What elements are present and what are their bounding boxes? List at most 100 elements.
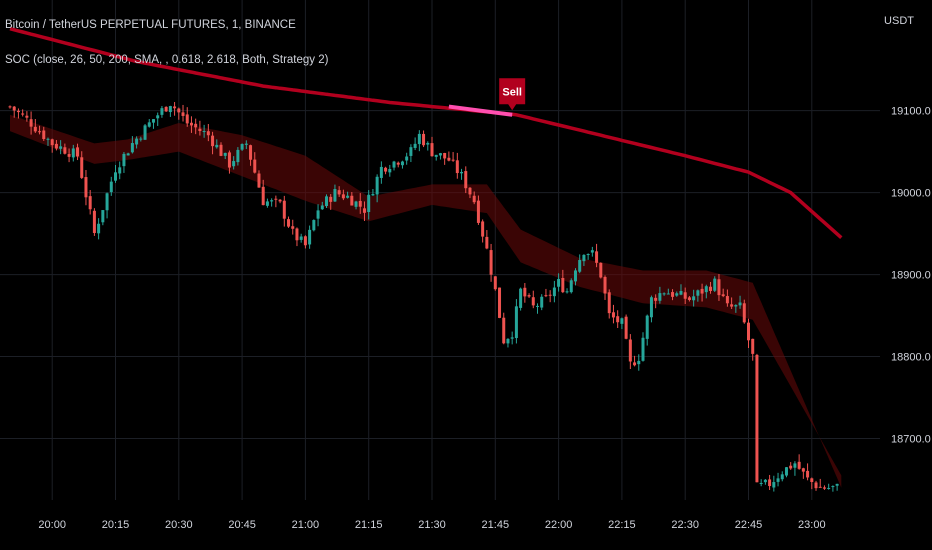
candle-body [531, 297, 535, 306]
ma200-line [9, 27, 843, 239]
candle-body [253, 159, 257, 173]
candle [784, 466, 788, 478]
candle [396, 161, 400, 168]
candle-body [751, 338, 755, 354]
candle [700, 283, 704, 302]
candle-body [468, 187, 472, 195]
candle-body [578, 260, 582, 272]
candle-body [582, 254, 586, 262]
candle [637, 354, 641, 371]
candle [299, 233, 303, 243]
candle-body [747, 322, 750, 341]
candle-body [67, 154, 71, 157]
candle-body [181, 112, 185, 116]
candle [493, 276, 497, 291]
candle [417, 130, 421, 152]
candle-body [54, 143, 58, 149]
candle-body [101, 210, 105, 223]
candle-body [717, 279, 721, 296]
candle [350, 192, 354, 206]
candle [806, 463, 810, 481]
candle-body [236, 149, 240, 163]
candle-body [249, 145, 253, 160]
price-axis[interactable]: 19100.0 19000.0 18900.0 18800.0 18700.0 [891, 106, 931, 446]
candle-body [97, 223, 101, 234]
candle [236, 147, 240, 166]
candle-body [92, 210, 96, 233]
candle-body [734, 305, 738, 307]
candle-body [379, 166, 383, 178]
candle-body [291, 226, 295, 229]
candle-body [84, 177, 88, 198]
candle [595, 243, 599, 268]
candle-body [244, 143, 248, 145]
candle-body [810, 478, 814, 482]
candle-body [624, 316, 628, 339]
candle [164, 106, 168, 112]
candle-body [341, 194, 345, 199]
candle [215, 139, 219, 149]
candle-body [514, 306, 518, 339]
candle [346, 191, 350, 199]
candle [578, 254, 582, 274]
candle [649, 295, 653, 323]
candle [249, 144, 253, 166]
sell-badge[interactable] [499, 78, 526, 111]
candle [80, 151, 84, 179]
candle-body [320, 205, 324, 210]
sell-marker[interactable]: Sell [499, 78, 526, 111]
time-axis[interactable]: 20:00 20:15 20:30 20:45 21:00 21:15 21:30 21:45… [38, 519, 825, 531]
candle [734, 304, 738, 313]
candle [789, 462, 793, 470]
candle [114, 164, 117, 183]
candle [599, 262, 603, 279]
candle [97, 218, 101, 240]
candle [362, 201, 366, 221]
candle [438, 152, 442, 160]
candle [143, 124, 147, 140]
candle [671, 289, 675, 301]
candle-body [502, 317, 506, 344]
sell-label: Sell [502, 86, 522, 98]
candle-body [265, 201, 269, 206]
candle [384, 166, 388, 175]
candle [751, 338, 755, 361]
time-tick-label: 22:30 [671, 519, 699, 531]
candle-body [455, 160, 459, 174]
candle-body [519, 288, 523, 308]
candle [194, 118, 198, 135]
candle-body [223, 152, 227, 156]
candle [291, 219, 295, 235]
time-tick-label: 20:00 [38, 519, 66, 531]
candle-body [561, 277, 565, 293]
candle-body [654, 297, 658, 301]
candle-body [211, 135, 215, 147]
candle [168, 105, 172, 117]
candle [464, 166, 468, 194]
candle-body [801, 468, 805, 472]
candle [763, 479, 767, 485]
candle [797, 454, 801, 470]
candle-body [713, 278, 717, 291]
candle [692, 289, 696, 307]
candle-body [308, 229, 312, 245]
candle [561, 269, 565, 294]
candle [742, 299, 746, 324]
candle-body [611, 312, 615, 318]
candle-body [88, 196, 92, 210]
candle [616, 310, 620, 329]
time-tick-label: 22:00 [545, 519, 573, 531]
candle-body [278, 199, 282, 202]
candle [709, 281, 713, 294]
candle [223, 152, 227, 160]
candle-body [143, 125, 147, 140]
candle [16, 108, 20, 119]
candle [147, 119, 151, 128]
candle [240, 143, 244, 152]
candle [278, 199, 282, 204]
candle-body [177, 108, 181, 113]
candle [527, 293, 531, 298]
candle-body [793, 463, 797, 468]
candle [122, 152, 126, 173]
